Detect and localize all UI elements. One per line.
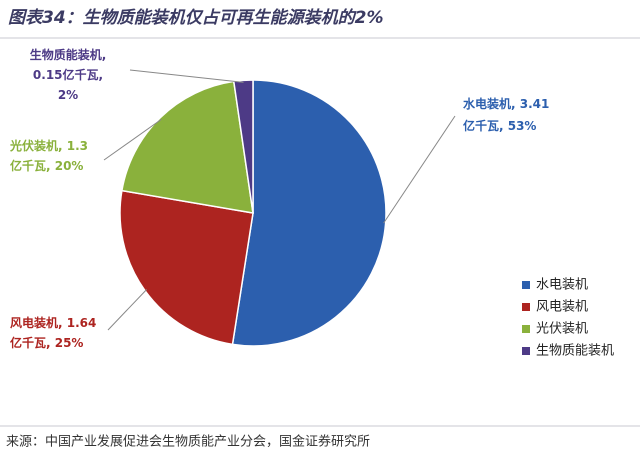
legend-swatch — [522, 303, 530, 311]
data-label: 水电装机, 3.41 亿千瓦, 53% — [463, 96, 549, 133]
data-label-line: 亿千瓦, 20% — [10, 158, 83, 173]
legend-swatch — [522, 347, 530, 355]
legend-label: 水电装机 — [536, 278, 588, 293]
data-label-line: 2% — [58, 88, 78, 102]
source: 来源：中国产业发展促进会生物质能产业分会，国金证券研究所 — [6, 434, 370, 450]
data-label-line: 光伏装机, 1.3 — [9, 138, 88, 153]
legend-label: 生物质能装机 — [536, 344, 614, 359]
leader-line — [107, 289, 148, 331]
pie-slice — [119, 189, 254, 346]
leader-line — [383, 115, 456, 224]
data-label-line: 风电装机, 1.64 — [10, 315, 96, 330]
data-label-line: 水电装机, 3.41 — [463, 96, 549, 111]
leader-line — [129, 69, 244, 83]
data-label: 光伏装机, 1.3 亿千瓦, 20% — [9, 138, 88, 173]
data-label-line: 生物质能装机, — [30, 47, 107, 62]
data-label: 生物质能装机, 0.15亿千瓦, 2% — [30, 47, 107, 102]
leader-line — [103, 118, 162, 161]
data-label-line: 0.15亿千瓦, — [33, 67, 103, 82]
legend-label: 风电装机 — [536, 300, 588, 315]
chart-title: 图表34：生物质能装机仅占可再生能源装机的2% — [8, 8, 384, 28]
data-label-line: 亿千瓦, 25% — [10, 335, 83, 350]
legend-label: 光伏装机 — [536, 322, 588, 337]
pie-slice — [231, 79, 387, 347]
legend-swatch — [522, 281, 530, 289]
data-label: 风电装机, 1.64 亿千瓦, 25% — [10, 315, 96, 350]
legend-swatch — [522, 325, 530, 333]
pie-slice — [121, 80, 254, 214]
data-label-line: 亿千瓦, 53% — [463, 118, 536, 133]
